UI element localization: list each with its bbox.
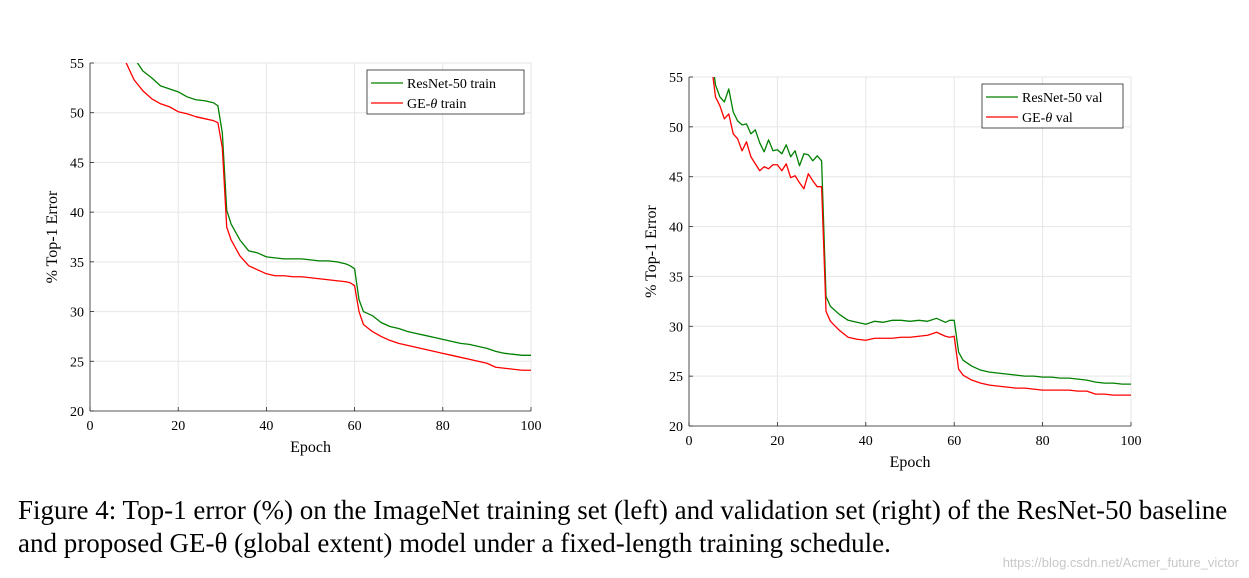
left-y-tick-label: 20 [70, 405, 84, 420]
right-y-axis-label: % Top-1 Error [643, 204, 660, 297]
left-series-line-0 [136, 63, 531, 356]
left-legend-box [366, 69, 525, 115]
left-y-tick-label: 55 [70, 57, 84, 72]
right-legend-label-0: ResNet-50 val [1022, 91, 1103, 106]
right-y-tick-label: 30 [669, 320, 683, 335]
right-y-tick-label: 20 [669, 420, 683, 435]
left-x-axis-label: Epoch [290, 439, 331, 456]
right-y-tick-label: 25 [669, 370, 683, 385]
right-series-line-1 [712, 77, 1131, 396]
right-series-line-0 [713, 77, 1131, 385]
left-y-tick-label: 45 [70, 156, 84, 171]
right-x-tick-label: 20 [770, 434, 784, 449]
right-x-tick-label: 0 [686, 434, 693, 449]
right-y-tick-label: 35 [669, 270, 683, 285]
right-y-tick-label: 50 [669, 121, 683, 136]
figure-caption: Figure 4: Top-1 error (%) on the ImageNe… [18, 495, 1228, 558]
left-x-tick-label: 100 [521, 419, 542, 434]
right-x-tick-label: 60 [947, 434, 961, 449]
left-x-tick-label: 0 [87, 419, 94, 434]
left-x-tick-label: 80 [436, 419, 450, 434]
left-series-line-1 [125, 63, 531, 371]
left-y-tick-label: 50 [70, 107, 84, 122]
right-x-tick-label: 80 [1036, 434, 1050, 449]
left-x-tick-label: 60 [348, 419, 362, 434]
left-y-axis-label: % Top-1 Error [44, 190, 61, 283]
right-y-tick-label: 55 [669, 71, 683, 86]
right-x-tick-label: 100 [1121, 434, 1142, 449]
left-legend-label-1: GE-θ train [407, 97, 466, 112]
right-y-tick-label: 45 [669, 171, 683, 186]
watermark-text: https://blog.csdn.net/Acmer_future_victo… [1002, 555, 1239, 570]
left-y-tick-label: 30 [70, 306, 84, 321]
left-x-tick-label: 40 [259, 419, 273, 434]
left-y-tick-label: 25 [70, 355, 84, 370]
right-y-tick-label: 40 [669, 221, 683, 236]
right-legend-label-1: GE-θ val [1022, 111, 1073, 126]
left-legend: ResNet-50 train GE-θ train [366, 69, 525, 115]
left-legend-label-0: ResNet-50 train [407, 77, 496, 92]
right-legend: ResNet-50 val GE-θ val [981, 83, 1124, 129]
left-y-tick-label: 35 [70, 256, 84, 271]
left-x-tick-label: 20 [171, 419, 185, 434]
right-x-tick-label: 40 [859, 434, 873, 449]
right-x-axis-label: Epoch [890, 454, 931, 471]
right-legend-box [981, 83, 1124, 129]
left-y-tick-label: 40 [70, 206, 84, 221]
